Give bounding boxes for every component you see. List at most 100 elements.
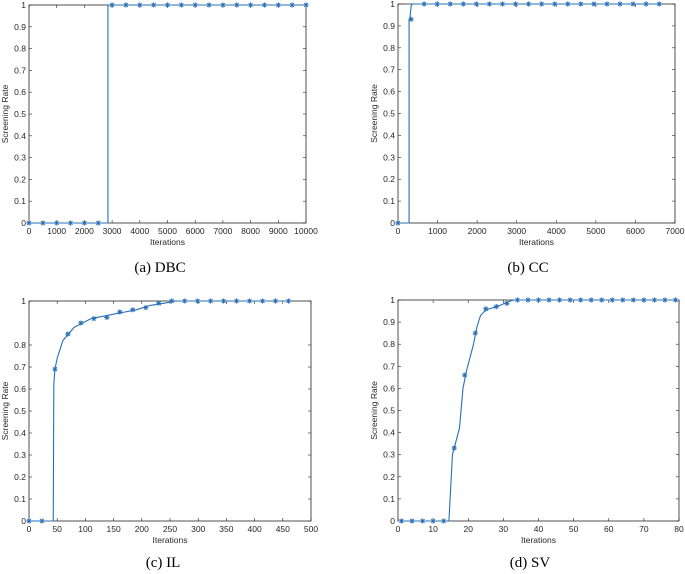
y-tick-label: 0.4 <box>383 428 395 438</box>
data-point-marker <box>39 518 45 524</box>
y-tick-label: 0.3 <box>383 152 395 162</box>
data-point-marker <box>421 1 427 7</box>
data-point-marker <box>441 518 447 524</box>
data-point-marker <box>123 2 129 8</box>
data-point-marker <box>434 1 440 7</box>
x-tick-label: 6000 <box>626 226 645 236</box>
y-tick-label: 0.1 <box>14 196 26 206</box>
x-tick-label: 9000 <box>269 226 288 236</box>
y-tick-label: 0.4 <box>383 130 395 140</box>
data-point-marker <box>178 2 184 8</box>
subplot-sv: 0 10 20 30 40 50 60 70 80 0 0.1 0.2 0.3 0.4 0.5 0.6 0.7 0… <box>369 295 684 571</box>
y-tick-label: 0 <box>390 516 395 526</box>
data-point-marker <box>275 2 281 8</box>
data-point-marker <box>195 298 201 304</box>
y-tick-label: 0.7 <box>383 361 395 371</box>
data-point-marker <box>447 1 453 7</box>
y-tick-label: 0.3 <box>14 153 26 163</box>
y-tick-label: 0.3 <box>14 450 26 460</box>
data-point-marker <box>472 330 478 336</box>
series-line <box>398 299 679 522</box>
x-tick-label: 8000 <box>241 226 260 236</box>
data-point-marker <box>504 300 510 306</box>
x-tick-label: 5000 <box>158 226 177 236</box>
y-tick-label: 0.6 <box>14 384 26 394</box>
y-tick-label: 0 <box>21 218 26 228</box>
data-point-marker <box>604 1 610 7</box>
data-point-marker <box>419 518 426 524</box>
y-tick-label: 0.7 <box>14 65 26 75</box>
x-tick-label: 250 <box>163 524 177 534</box>
data-point-marker <box>643 1 649 7</box>
data-point-marker <box>473 1 479 7</box>
x-tick-label: 50 <box>52 524 62 534</box>
data-point-marker <box>259 298 266 304</box>
y-tick-label: 0.2 <box>14 472 26 482</box>
y-tick-label: 0.5 <box>14 406 26 416</box>
x-tick-label: 200 <box>135 524 149 534</box>
x-tick-label: 3000 <box>103 226 122 236</box>
data-point-marker <box>525 297 531 303</box>
y-tick-label: 0.8 <box>383 339 395 349</box>
y-tick-label: 0 <box>390 218 395 228</box>
data-point-marker <box>137 2 143 8</box>
axes-box <box>28 4 307 224</box>
data-point-marker <box>451 445 457 451</box>
y-tick-label: 0.1 <box>14 494 26 504</box>
series-line <box>398 3 660 224</box>
data-point-marker <box>620 297 626 303</box>
y-tick-label: 0.7 <box>383 65 395 75</box>
x-tick-label: 7000 <box>666 226 685 236</box>
data-point-marker <box>220 298 227 304</box>
y-tick-label: 0.8 <box>14 340 26 350</box>
data-point-marker <box>483 306 489 312</box>
y-tick-label: 0.9 <box>383 317 395 327</box>
data-point-marker <box>591 1 597 7</box>
y-tick-label: 0.4 <box>14 428 26 438</box>
data-point-marker <box>182 298 188 304</box>
y-tick-label: 0.8 <box>383 43 395 53</box>
axes-box <box>397 299 680 522</box>
x-tick-label: 0 <box>396 524 401 534</box>
data-point-marker <box>208 298 214 304</box>
data-point-marker <box>398 518 405 524</box>
data-point-marker <box>486 1 493 7</box>
subplot-cc: 0 1000 2000 3000 4000 5000 6000 7000 0 0.1 0.2 0.3 0… <box>369 0 685 276</box>
data-point-marker <box>409 518 415 524</box>
y-tick-label: 0.6 <box>383 383 395 393</box>
x-tick-label: 0 <box>396 226 401 236</box>
data-point-marker <box>220 2 226 8</box>
y-tick-label: 0.6 <box>14 87 26 97</box>
data-point-marker <box>151 2 157 8</box>
data-point-marker <box>539 1 545 7</box>
data-point-marker <box>552 1 558 7</box>
subplot-caption: (c) IL <box>146 555 181 571</box>
data-point-marker <box>535 297 542 303</box>
x-tick-label: 6000 <box>186 226 205 236</box>
data-point-marker <box>192 2 198 8</box>
y-tick-label: 0.1 <box>383 494 395 504</box>
x-tick-label: 1000 <box>47 226 66 236</box>
data-point-marker <box>169 298 175 304</box>
x-tick-label: 20 <box>464 524 474 534</box>
x-tick-label: 7000 <box>213 226 232 236</box>
x-tick-label: 1000 <box>428 226 447 236</box>
data-point-marker <box>408 16 414 22</box>
data-point-marker <box>81 220 87 226</box>
y-tick-label: 0.5 <box>383 406 395 416</box>
data-point-marker <box>95 220 101 226</box>
x-axis-label: Iterations <box>521 535 556 545</box>
data-point-marker <box>65 331 71 337</box>
data-point-marker <box>26 518 32 524</box>
data-point-marker <box>556 297 563 303</box>
x-tick-label: 60 <box>604 524 614 534</box>
x-tick-label: 40 <box>534 524 544 534</box>
data-point-marker <box>261 2 268 8</box>
data-point-marker <box>578 1 584 7</box>
y-tick-label: 0.9 <box>14 22 26 32</box>
x-tick-label: 30 <box>499 524 509 534</box>
y-tick-label: 0.2 <box>14 174 26 184</box>
data-point-marker <box>233 298 240 304</box>
axes-box <box>397 3 676 224</box>
